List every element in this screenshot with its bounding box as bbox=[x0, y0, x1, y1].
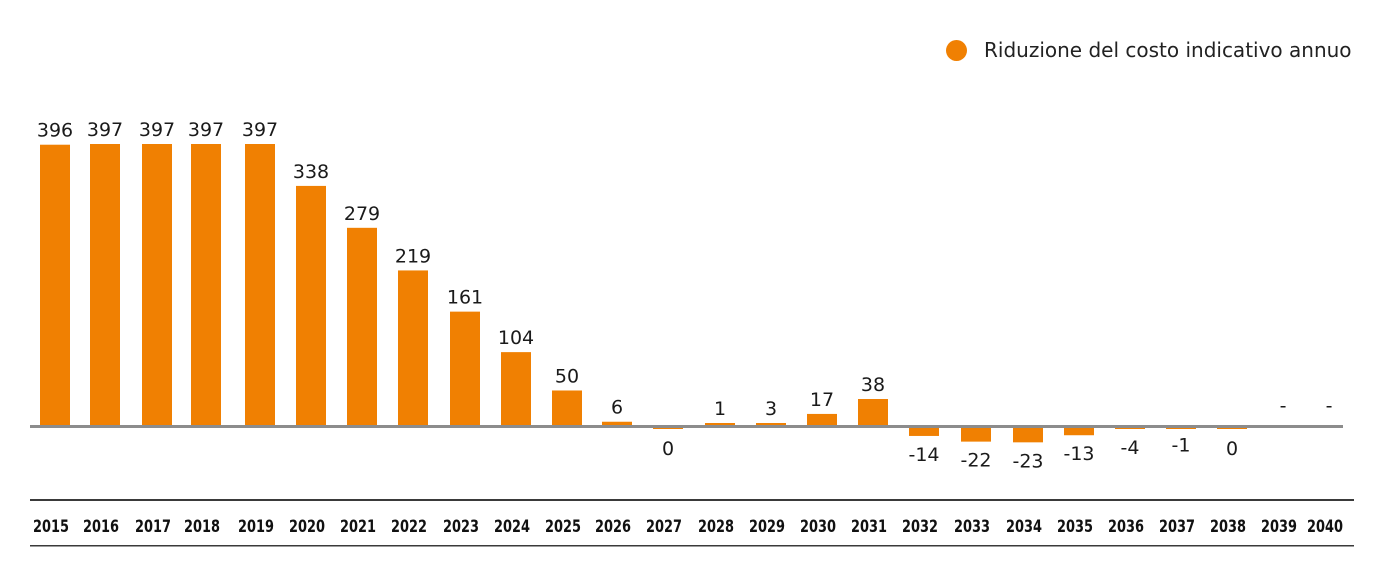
x-tick-label-2040: 2040 bbox=[1307, 517, 1343, 536]
bar-2015 bbox=[40, 144, 70, 426]
value-label-2020: 338 bbox=[293, 161, 329, 183]
value-label-2033: -22 bbox=[960, 450, 991, 472]
value-label-2017: 397 bbox=[139, 119, 175, 141]
bar-2024 bbox=[501, 352, 531, 426]
bar-2022 bbox=[398, 270, 428, 426]
tick-labels-group: 2015 2016 2017 2018 2019 2020 2021 2022 2023 2024… bbox=[33, 517, 1343, 536]
bar-2019 bbox=[245, 144, 275, 426]
value-label-2034: -23 bbox=[1012, 450, 1043, 472]
x-tick-label-2026: 2026 bbox=[595, 517, 631, 536]
x-tick-label-2039: 2039 bbox=[1261, 517, 1297, 536]
x-tick-label-2037: 2037 bbox=[1159, 517, 1195, 536]
value-label-2030: 17 bbox=[810, 389, 834, 411]
x-tick-label-2025: 2025 bbox=[545, 517, 581, 536]
value-label-2035: -13 bbox=[1063, 443, 1094, 465]
value-label-2037: -1 bbox=[1172, 435, 1191, 457]
value-label-2015: 396 bbox=[37, 120, 73, 142]
x-tick-label-2038: 2038 bbox=[1210, 517, 1246, 536]
x-tick-label-2015: 2015 bbox=[33, 517, 69, 536]
axis-band-bottom-line bbox=[30, 545, 1354, 547]
bar-2034 bbox=[1013, 426, 1043, 443]
x-tick-label-2033: 2033 bbox=[954, 517, 990, 536]
bar-2033 bbox=[961, 426, 991, 442]
x-tick-label-2034: 2034 bbox=[1006, 517, 1042, 536]
x-tick-label-2018: 2018 bbox=[184, 517, 220, 536]
bar-2035 bbox=[1064, 426, 1094, 436]
x-tick-label-2016: 2016 bbox=[83, 517, 119, 536]
zero-line-group bbox=[30, 425, 1343, 428]
bar-2028 bbox=[705, 423, 735, 426]
bar-2018 bbox=[191, 144, 221, 426]
legend-swatch bbox=[946, 39, 967, 61]
legend: Riduzione del costo indicativo annuo bbox=[946, 37, 1352, 63]
x-tick-label-2017: 2017 bbox=[135, 517, 171, 536]
x-tick-label-2019: 2019 bbox=[238, 517, 274, 536]
value-label-2019: 397 bbox=[242, 119, 278, 141]
x-tick-label-2029: 2029 bbox=[749, 517, 785, 536]
x-tick-label-2036: 2036 bbox=[1108, 517, 1144, 536]
bar-2021 bbox=[347, 227, 377, 426]
value-label-2040: - bbox=[1326, 395, 1333, 417]
value-label-2026: 6 bbox=[611, 397, 623, 419]
bar-2017 bbox=[142, 144, 172, 426]
value-label-2036: -4 bbox=[1121, 437, 1140, 459]
bars-group bbox=[40, 144, 1247, 443]
value-label-2025: 50 bbox=[555, 365, 579, 387]
value-labels-group: 396 397 397 397 397 338 279 219 161 104 50 6 0 1 3 17 38… bbox=[37, 119, 1333, 472]
value-label-2016: 397 bbox=[87, 119, 123, 141]
x-tick-label-2027: 2027 bbox=[646, 517, 682, 536]
x-axis-band bbox=[30, 499, 1354, 547]
value-label-2024: 104 bbox=[498, 327, 534, 349]
x-tick-label-2032: 2032 bbox=[902, 517, 938, 536]
value-label-2029: 3 bbox=[765, 398, 777, 420]
bar-2029 bbox=[756, 423, 786, 426]
value-label-2022: 219 bbox=[395, 245, 431, 267]
x-tick-label-2023: 2023 bbox=[443, 517, 479, 536]
value-label-2023: 161 bbox=[447, 287, 483, 309]
bar-2026 bbox=[602, 421, 632, 426]
bar-2031 bbox=[858, 399, 888, 426]
bar-2030 bbox=[807, 413, 837, 426]
bar-2023 bbox=[450, 311, 480, 426]
x-tick-label-2022: 2022 bbox=[391, 517, 427, 536]
bar-2032 bbox=[909, 426, 939, 436]
axis-band-top-line bbox=[30, 499, 1354, 501]
x-tick-label-2021: 2021 bbox=[340, 517, 376, 536]
bar-2025 bbox=[552, 390, 582, 426]
value-label-2038: 0 bbox=[1226, 438, 1238, 460]
value-label-2031: 38 bbox=[861, 374, 885, 396]
x-tick-label-2030: 2030 bbox=[800, 517, 836, 536]
x-tick-label-2028: 2028 bbox=[698, 517, 734, 536]
value-label-2039: - bbox=[1280, 395, 1287, 417]
value-label-2021: 279 bbox=[344, 203, 380, 225]
value-label-2032: -14 bbox=[908, 444, 939, 466]
value-label-2018: 397 bbox=[188, 119, 224, 141]
bar-2020 bbox=[296, 185, 326, 426]
value-label-2028: 1 bbox=[714, 398, 726, 420]
x-tick-label-2024: 2024 bbox=[494, 517, 530, 536]
zero-baseline bbox=[30, 425, 1343, 428]
x-tick-label-2020: 2020 bbox=[289, 517, 325, 536]
bar-2016 bbox=[90, 144, 120, 426]
x-tick-label-2031: 2031 bbox=[851, 517, 887, 536]
value-label-2027: 0 bbox=[662, 438, 674, 460]
legend-label: Riduzione del costo indicativo annuo bbox=[984, 38, 1352, 62]
x-tick-label-2035: 2035 bbox=[1057, 517, 1093, 536]
